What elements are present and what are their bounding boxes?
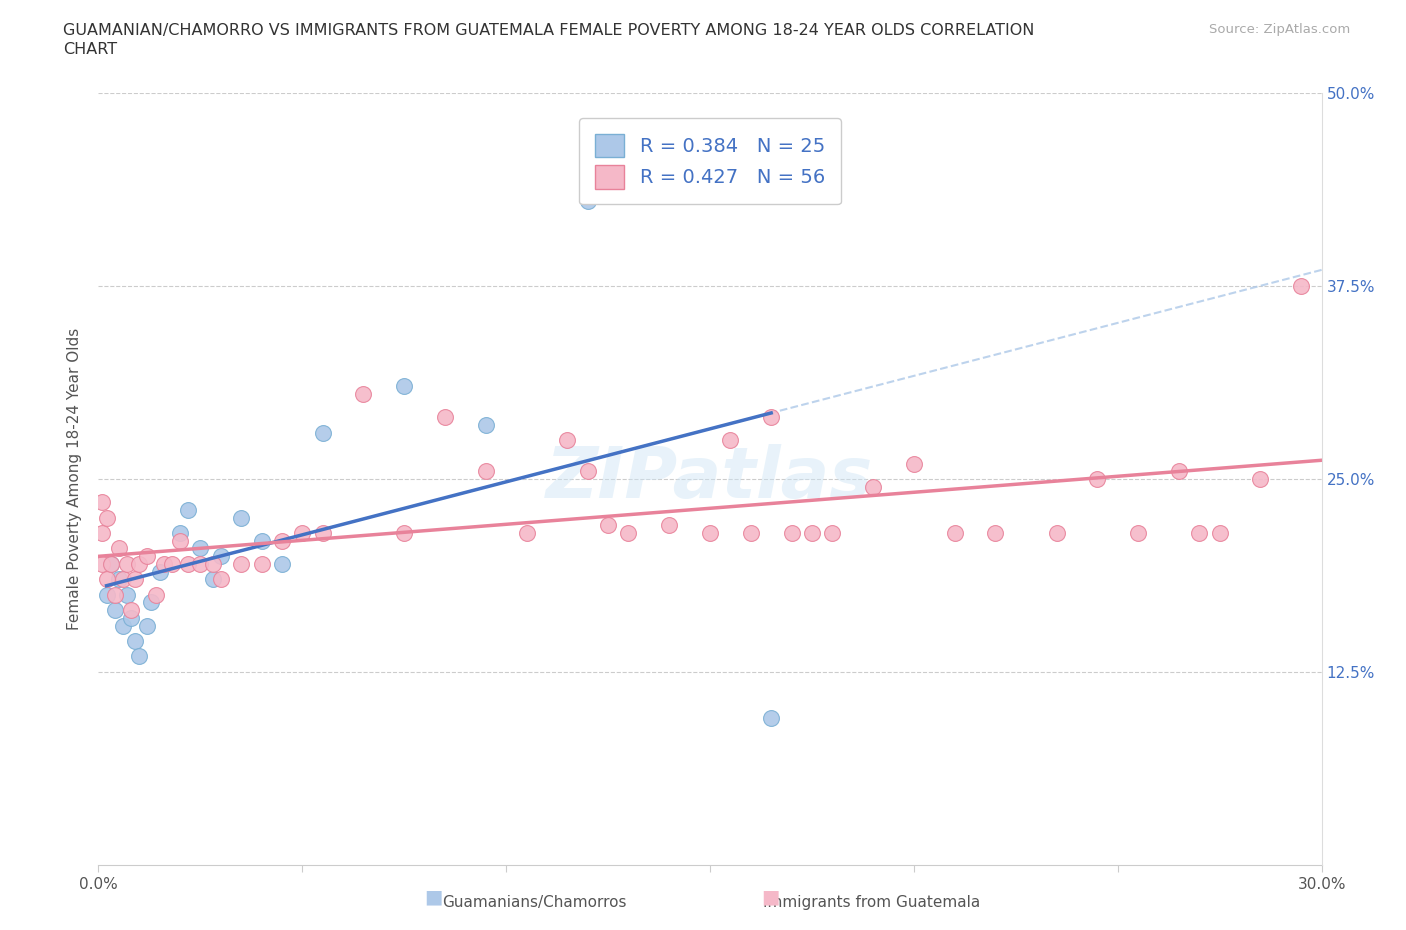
Point xyxy=(434,410,457,425)
Point xyxy=(250,556,273,571)
Point xyxy=(128,556,150,571)
Point xyxy=(111,618,134,633)
Point xyxy=(96,572,118,587)
Point xyxy=(91,556,114,571)
Point xyxy=(1167,464,1189,479)
Point xyxy=(761,711,783,725)
Point xyxy=(100,556,122,571)
Point xyxy=(1128,525,1150,540)
Point xyxy=(104,588,127,603)
Point xyxy=(111,572,134,587)
Point xyxy=(209,572,232,587)
Point xyxy=(124,572,146,587)
Point xyxy=(115,556,138,571)
Point xyxy=(740,525,762,540)
Point xyxy=(1188,525,1211,540)
Point xyxy=(718,433,742,448)
Point xyxy=(474,418,498,432)
Point xyxy=(617,525,640,540)
Point xyxy=(169,525,191,540)
Text: Source: ZipAtlas.com: Source: ZipAtlas.com xyxy=(1209,23,1350,36)
Point xyxy=(392,379,416,393)
Point xyxy=(231,556,253,571)
Point xyxy=(250,533,273,548)
Point xyxy=(177,556,200,571)
Point xyxy=(984,525,1007,540)
Point xyxy=(201,572,224,587)
Point xyxy=(149,565,172,579)
Point xyxy=(96,588,118,603)
Point xyxy=(658,518,681,533)
Point xyxy=(152,556,174,571)
Point xyxy=(943,525,966,540)
Text: Immigrants from Guatemala: Immigrants from Guatemala xyxy=(763,895,980,910)
Point xyxy=(91,495,114,510)
Point xyxy=(270,533,294,548)
Point xyxy=(312,425,335,440)
Point xyxy=(1085,472,1108,486)
Point xyxy=(598,518,620,533)
Point xyxy=(128,649,150,664)
Point xyxy=(1045,525,1069,540)
Point xyxy=(862,479,884,494)
Point xyxy=(270,556,294,571)
Point xyxy=(136,618,159,633)
Point xyxy=(201,556,224,571)
Point xyxy=(291,525,314,540)
Point xyxy=(96,510,118,525)
Point xyxy=(474,464,498,479)
Point xyxy=(100,556,122,571)
Point xyxy=(780,525,803,540)
Y-axis label: Female Poverty Among 18-24 Year Olds: Female Poverty Among 18-24 Year Olds xyxy=(67,328,83,631)
Point xyxy=(120,603,142,618)
Point xyxy=(209,549,232,564)
Point xyxy=(104,603,127,618)
Point xyxy=(108,541,131,556)
Text: ■: ■ xyxy=(761,888,780,907)
Point xyxy=(160,556,183,571)
Point xyxy=(124,633,146,648)
Point xyxy=(177,502,200,517)
Point xyxy=(761,410,783,425)
Point xyxy=(576,464,599,479)
Point xyxy=(576,193,599,208)
Text: GUAMANIAN/CHAMORRO VS IMMIGRANTS FROM GUATEMALA FEMALE POVERTY AMONG 18-24 YEAR : GUAMANIAN/CHAMORRO VS IMMIGRANTS FROM GU… xyxy=(63,23,1035,38)
Point xyxy=(312,525,335,540)
Point xyxy=(136,549,159,564)
Point xyxy=(801,525,824,540)
Point xyxy=(555,433,579,448)
Point xyxy=(516,525,538,540)
Point xyxy=(1209,525,1232,540)
Legend: R = 0.384   N = 25, R = 0.427   N = 56: R = 0.384 N = 25, R = 0.427 N = 56 xyxy=(579,118,841,205)
Point xyxy=(188,541,212,556)
Point xyxy=(169,533,191,548)
Point xyxy=(188,556,212,571)
Point xyxy=(352,387,374,402)
Text: CHART: CHART xyxy=(63,42,117,57)
Point xyxy=(120,610,142,625)
Text: ■: ■ xyxy=(423,888,443,907)
Point xyxy=(108,572,131,587)
Point xyxy=(699,525,721,540)
Point xyxy=(145,588,167,603)
Point xyxy=(231,510,253,525)
Text: ZIPatlas: ZIPatlas xyxy=(547,445,873,513)
Point xyxy=(1249,472,1271,486)
Point xyxy=(821,525,844,540)
Text: Guamanians/Chamorros: Guamanians/Chamorros xyxy=(441,895,627,910)
Point xyxy=(392,525,416,540)
Point xyxy=(115,588,138,603)
Point xyxy=(141,595,163,610)
Point xyxy=(91,525,114,540)
Point xyxy=(903,456,925,471)
Point xyxy=(1291,279,1313,294)
